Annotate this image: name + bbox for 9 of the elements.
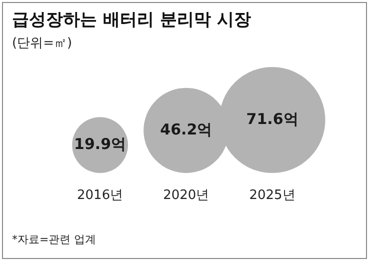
- category-label: 2020년: [163, 188, 210, 204]
- text: *자료=관련 업계: [12, 232, 96, 247]
- category-label: 2025년: [249, 188, 296, 204]
- data-label: 19.9억: [74, 134, 126, 153]
- category-label: 2016년: [77, 188, 124, 204]
- data-label: 46.2억: [160, 120, 212, 138]
- data-label: 71.6억: [246, 110, 298, 128]
- text: (단위=㎡): [12, 35, 72, 52]
- text: 급성장하는 배터리 분리막 시장: [12, 9, 251, 31]
